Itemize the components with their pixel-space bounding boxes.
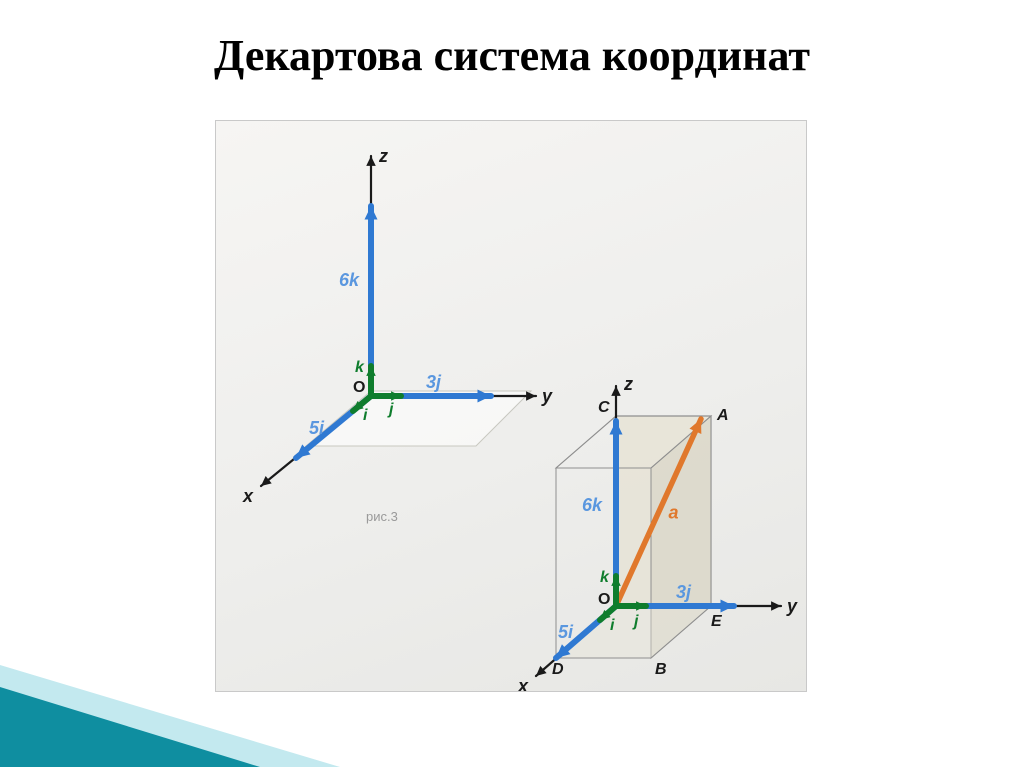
diagram-svg: zyx6k3j5ikjiOрис.3zyx6k3j5iakjiABCDEO <box>216 121 806 691</box>
fig-caption: рис.3 <box>366 509 398 524</box>
axis-z-label: z <box>378 146 388 166</box>
label-D: D <box>552 661 564 678</box>
label: 5i <box>558 622 574 642</box>
label-A: A <box>716 407 729 424</box>
diagram-panel: zyx6k3j5ikjiOрис.3zyx6k3j5iakjiABCDEO <box>215 120 807 692</box>
axis-y-label: y <box>541 386 553 406</box>
label: x <box>517 676 529 691</box>
label: 6k <box>582 495 603 515</box>
label-3j: 3j <box>426 372 442 392</box>
label-k: k <box>355 359 365 376</box>
axis-x-label: x <box>242 486 254 506</box>
label-i: i <box>363 407 368 424</box>
label: j <box>632 613 639 630</box>
label: 3j <box>676 582 692 602</box>
label-5i: 5i <box>309 418 325 438</box>
slide-title: Декартова система координат <box>0 30 1024 81</box>
label: k <box>600 569 610 586</box>
label-j: j <box>387 401 394 418</box>
label: z <box>623 374 633 394</box>
label: y <box>786 596 798 616</box>
origin-label-r: O <box>598 591 610 608</box>
label: i <box>610 617 615 634</box>
label-B: B <box>655 661 667 678</box>
label-E: E <box>711 613 723 630</box>
label-a: a <box>669 503 679 523</box>
label-6k: 6k <box>339 270 360 290</box>
label-C: C <box>598 399 610 416</box>
origin-label: O <box>353 379 365 396</box>
